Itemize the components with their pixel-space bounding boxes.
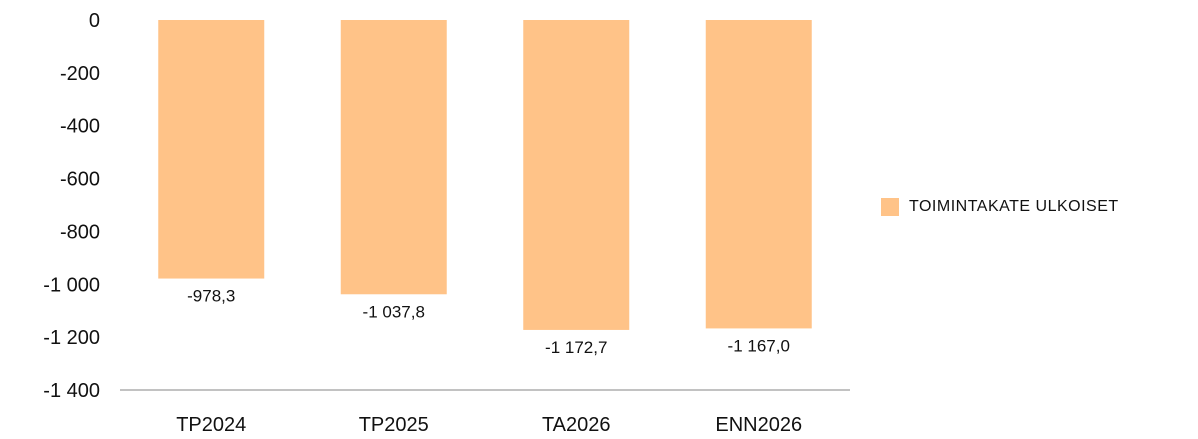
x-tick-label: TP2025: [359, 414, 429, 434]
legend-swatch: [881, 198, 899, 216]
y-tick-label: -600: [60, 169, 100, 191]
bar-enn2026: [705, 20, 812, 329]
y-tick-label: -400: [60, 116, 100, 138]
bars: [158, 20, 812, 330]
y-tick-label: -200: [60, 63, 100, 85]
y-tick-label: -800: [60, 221, 100, 243]
legend: TOIMINTAKATE ULKOISET: [881, 198, 1119, 216]
legend-label: TOIMINTAKATE ULKOISET: [909, 198, 1119, 215]
y-tick-label: -1 000: [43, 274, 100, 296]
y-tick-label: 0: [89, 10, 100, 32]
x-tick-label: TP2024: [176, 414, 246, 434]
data-label: -1 167,0: [728, 336, 790, 355]
y-tick-label: -1 200: [43, 327, 100, 349]
x-tick-label: ENN2026: [715, 414, 802, 434]
data-label: -1 172,7: [545, 338, 607, 357]
bar-tp2024: [158, 20, 265, 279]
x-tick-label: TA2026: [542, 414, 611, 434]
value-labels: -978,3 -1 037,8 -1 172,7 -1 167,0: [187, 287, 790, 357]
y-tick-label: -1 400: [43, 380, 100, 402]
bar-ta2026: [523, 20, 630, 330]
bar-tp2025: [340, 20, 447, 295]
data-label: -1 037,8: [363, 302, 425, 321]
y-axis-ticks: 0 -200 -400 -600 -800 -1 000 -1 200 -1 400: [43, 10, 100, 402]
data-label: -978,3: [187, 287, 235, 306]
x-axis-ticks: TP2024 TP2025 TA2026 ENN2026: [176, 414, 802, 436]
